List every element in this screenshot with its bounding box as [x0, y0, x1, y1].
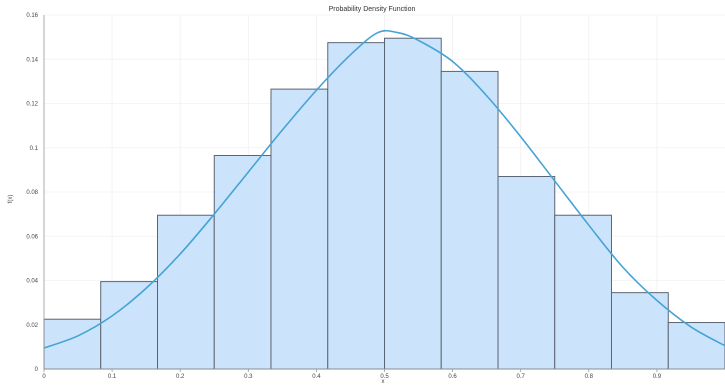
histogram-bar — [213, 154, 272, 370]
y-tick-label: 0.14 — [26, 57, 38, 63]
histogram-bar — [43, 318, 102, 370]
histogram-bar — [100, 281, 159, 370]
y-tick-label: 0.1 — [30, 146, 39, 152]
y-tick-label: 0 — [35, 367, 39, 373]
y-tick-label: 0.06 — [26, 234, 38, 240]
x-tick-label: 0.5 — [380, 374, 389, 380]
y-axis-label: f(x) — [8, 195, 14, 204]
x-tick-labels: 0 0.1 0.2 0.3 0.4 0.5 0.6 0.7 0.8 0.9 — [42, 374, 661, 380]
histogram-bar — [327, 42, 386, 370]
x-tick-label: 0.8 — [585, 374, 594, 380]
x-tick-label: 0.3 — [244, 374, 253, 380]
density-curve — [43, 29, 725, 349]
histogram-bar — [667, 322, 725, 370]
y-tick-label: 0.16 — [26, 13, 38, 19]
axes — [43, 15, 725, 372]
x-tick-label: 0.7 — [517, 374, 526, 380]
y-tick-label: 0.02 — [26, 323, 38, 329]
x-axis-label: x — [382, 379, 385, 385]
x-tick-label: 0.1 — [108, 374, 117, 380]
y-tick-labels: 0 0.02 0.04 0.06 0.08 0.1 0.12 0.14 0.16 — [26, 13, 38, 373]
histogram-bar — [270, 88, 329, 370]
x-tick-label: 0.6 — [448, 374, 457, 380]
histogram-bar — [157, 214, 215, 370]
y-tick-label: 0.08 — [26, 190, 38, 196]
y-tick-label: 0.04 — [26, 279, 38, 285]
histogram-bar — [384, 37, 442, 370]
histogram-bar — [497, 176, 556, 370]
histogram-bar — [554, 214, 612, 370]
y-tick-label: 0.12 — [26, 102, 38, 108]
x-tick-label: 0.9 — [653, 374, 662, 380]
histogram-bar — [610, 292, 669, 370]
x-tick-label: 0.2 — [176, 374, 185, 380]
chart-title: Probability Density Function — [329, 6, 416, 13]
histogram-bars — [43, 37, 725, 370]
histogram-bar — [440, 70, 499, 370]
x-tick-label: 0 — [42, 374, 46, 380]
x-tick-label: 0.4 — [312, 374, 321, 380]
